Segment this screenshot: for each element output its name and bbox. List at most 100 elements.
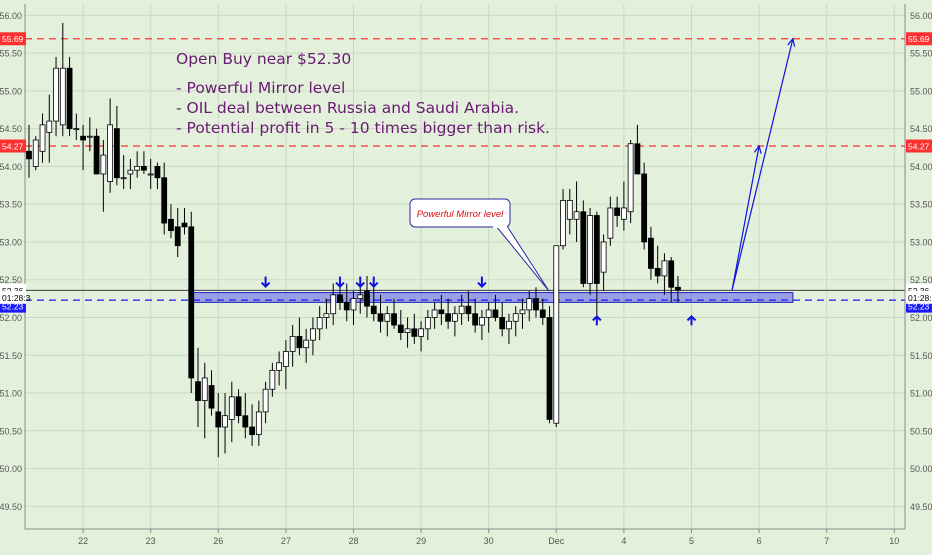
- candle[interactable]: [533, 287, 539, 318]
- candle[interactable]: [438, 294, 445, 326]
- time-tick-label: 28: [348, 536, 358, 546]
- candle[interactable]: [26, 124, 32, 178]
- candle[interactable]: [634, 124, 641, 175]
- candle[interactable]: [620, 181, 627, 231]
- candle[interactable]: [566, 189, 573, 235]
- candle[interactable]: [492, 294, 499, 322]
- candle[interactable]: [519, 298, 526, 329]
- candle[interactable]: [174, 207, 181, 258]
- candle[interactable]: [181, 207, 188, 235]
- candle[interactable]: [255, 400, 262, 446]
- candle[interactable]: [80, 124, 86, 171]
- candle[interactable]: [310, 317, 316, 356]
- candle[interactable]: [276, 351, 283, 386]
- candle[interactable]: [404, 317, 411, 348]
- candle[interactable]: [424, 309, 431, 341]
- candle[interactable]: [343, 283, 350, 322]
- candle[interactable]: [316, 306, 323, 341]
- candle[interactable]: [600, 234, 607, 292]
- candle[interactable]: [418, 321, 424, 352]
- candle[interactable]: [506, 313, 512, 344]
- candle[interactable]: [377, 294, 384, 333]
- candle[interactable]: [107, 98, 114, 193]
- candle[interactable]: [451, 306, 458, 337]
- candle[interactable]: [296, 317, 303, 356]
- candle[interactable]: [134, 151, 141, 178]
- candle[interactable]: [120, 155, 127, 190]
- candle[interactable]: [262, 381, 269, 424]
- candle[interactable]: [208, 370, 215, 416]
- candle[interactable]: [384, 306, 391, 337]
- candle[interactable]: [289, 325, 296, 367]
- candle[interactable]: [154, 162, 161, 190]
- candle[interactable]: [641, 162, 648, 250]
- candle[interactable]: [32, 136, 39, 171]
- candle[interactable]: [472, 298, 479, 333]
- candle[interactable]: [526, 291, 533, 322]
- candle[interactable]: [661, 253, 668, 295]
- candle[interactable]: [39, 113, 46, 163]
- candle[interactable]: [66, 56, 73, 137]
- candle[interactable]: [445, 298, 452, 329]
- candle[interactable]: [282, 340, 289, 390]
- candle[interactable]: [141, 151, 147, 174]
- candle[interactable]: [627, 139, 634, 224]
- candle[interactable]: [330, 283, 337, 326]
- candle[interactable]: [249, 404, 255, 446]
- candle[interactable]: [580, 200, 587, 288]
- candle[interactable]: [512, 306, 519, 337]
- candle[interactable]: [222, 393, 228, 454]
- candle[interactable]: [553, 245, 560, 428]
- candle[interactable]: [100, 139, 107, 212]
- candle[interactable]: [485, 302, 492, 333]
- candle[interactable]: [53, 56, 59, 137]
- candle[interactable]: [303, 328, 310, 363]
- candle[interactable]: [648, 226, 654, 280]
- candle[interactable]: [431, 302, 438, 329]
- candle[interactable]: [228, 381, 235, 443]
- candle[interactable]: [269, 362, 276, 397]
- candle[interactable]: [323, 298, 330, 329]
- candle[interactable]: [168, 204, 174, 239]
- candle[interactable]: [573, 181, 580, 242]
- candle[interactable]: [560, 189, 566, 250]
- candle[interactable]: [370, 287, 377, 322]
- candle[interactable]: [195, 347, 201, 428]
- candle[interactable]: [127, 158, 134, 190]
- candle[interactable]: [539, 298, 546, 326]
- candle[interactable]: [668, 257, 675, 303]
- price-tick-label-left: 54.50: [0, 124, 22, 134]
- candle[interactable]: [593, 211, 600, 322]
- candle[interactable]: [73, 113, 80, 140]
- candle[interactable]: [215, 393, 222, 458]
- candle[interactable]: [86, 117, 93, 152]
- candle[interactable]: [654, 245, 661, 284]
- candle[interactable]: [614, 196, 621, 227]
- candle[interactable]: [465, 291, 472, 322]
- candle[interactable]: [458, 294, 465, 326]
- candle[interactable]: [499, 302, 506, 337]
- candle[interactable]: [113, 105, 120, 186]
- candle[interactable]: [147, 158, 154, 190]
- candle[interactable]: [411, 313, 418, 344]
- candle[interactable]: [161, 162, 168, 235]
- candle[interactable]: [188, 211, 195, 394]
- candle[interactable]: [235, 389, 242, 424]
- candle[interactable]: [587, 207, 593, 295]
- candles[interactable]: [26, 22, 681, 458]
- candle[interactable]: [397, 309, 404, 341]
- candle[interactable]: [364, 275, 370, 318]
- candle[interactable]: [350, 291, 357, 326]
- candle[interactable]: [59, 22, 66, 137]
- candle[interactable]: [675, 275, 681, 303]
- candle[interactable]: [93, 128, 100, 175]
- candle[interactable]: [391, 298, 397, 329]
- candle[interactable]: [479, 309, 485, 341]
- candle[interactable]: [607, 196, 614, 246]
- candle[interactable]: [46, 94, 53, 163]
- candle[interactable]: [242, 393, 249, 439]
- candle[interactable]: [546, 306, 553, 424]
- candle[interactable]: [201, 362, 208, 439]
